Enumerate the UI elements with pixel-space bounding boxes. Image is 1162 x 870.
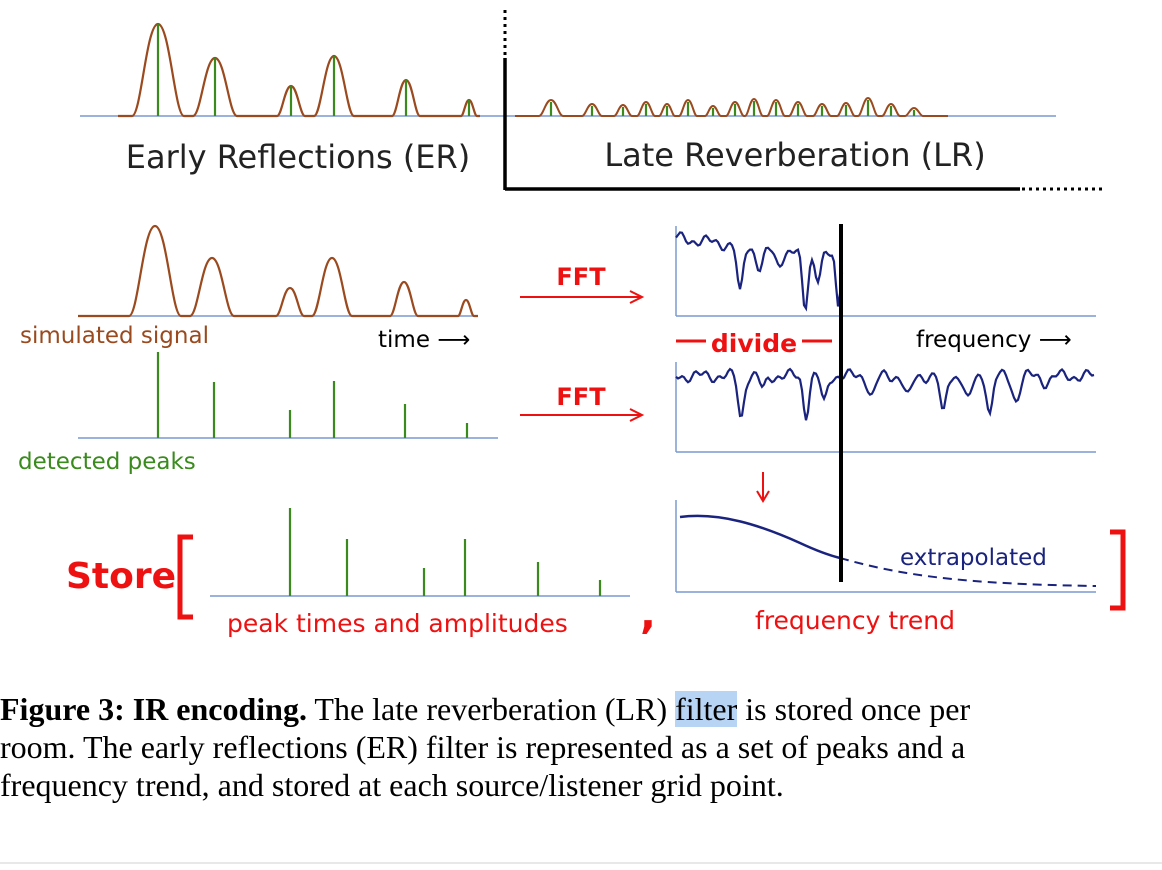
peak-times-label: peak times and amplitudes [227,609,568,638]
store-label: Store [66,556,176,597]
detected-peaks [156,352,469,438]
divide-label: divide [711,329,797,358]
simulated-signal-curve [78,224,478,318]
fft-label-1: FFT [556,263,606,291]
detected-peaks-label: detected peaks [18,449,196,475]
fft-arrow-1-head [629,290,645,304]
spectrum2-curve [675,367,1095,421]
caption-line-1: Figure 3: IR encoding. The late reverber… [0,690,1162,728]
lr-top-signal [515,96,948,117]
caption-label: Figure 3: IR encoding. [0,691,307,727]
caption-text-1: The late reverberation (LR) [306,691,676,727]
down-arrow-head [756,490,770,503]
time-label: time ⟶ [378,327,470,353]
er-top-peaks [156,24,471,116]
simulated-signal-label: simulated signal [20,323,209,349]
lr-label: Late Reverberation (LR) [604,136,985,174]
caption-line-3: frequency trend, and stored at each sour… [0,767,784,803]
caption-line-2: room. The early reflections (ER) filter … [0,729,966,765]
fft-label-2: FFT [556,383,606,411]
extrapolated-label: extrapolated [900,545,1047,571]
ir-encoding-figure: Early Reflections (ER) Late Reverberatio… [18,10,1126,638]
frequency-trend-curve [679,514,841,560]
stored-peaks [288,508,602,596]
frequency-trend-label: frequency trend [755,606,955,635]
fft-arrow-2-head [629,408,645,422]
store-comma: , [640,589,656,638]
store-bracket-left [177,534,193,620]
spectrum1-curve [675,231,844,312]
bottom-rule [0,862,1162,864]
er-top-signal [118,22,480,118]
figure-caption: Figure 3: IR encoding. The late reverber… [0,690,1162,804]
extrapolated-curve [839,557,1097,587]
caption-highlighted-word: filter [675,691,738,727]
store-bracket-right [1110,529,1126,611]
lr-top-peaks [549,100,916,116]
er-label: Early Reflections (ER) [126,138,470,176]
frequency-label: frequency ⟶ [916,327,1072,353]
caption-text-1-end: is stored once per [737,691,971,727]
